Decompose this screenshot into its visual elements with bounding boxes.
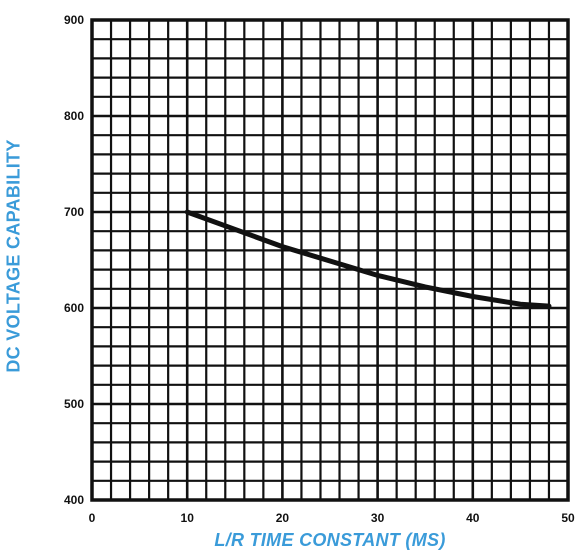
x-tick-label: 50 xyxy=(561,511,575,525)
y-tick-label: 800 xyxy=(64,109,84,123)
y-tick-label: 400 xyxy=(64,493,84,507)
plot-frame xyxy=(90,18,570,502)
y-tick-labels: 400 500 600 700 800 900 xyxy=(64,13,84,507)
y-axis-label: DC VOLTAGE CAPABILITY xyxy=(3,139,24,373)
y-tick-label: 600 xyxy=(64,301,84,315)
x-axis-label: L/R TIME CONSTANT (MS) xyxy=(214,530,446,550)
grid-lines xyxy=(92,20,568,500)
y-tick-label: 500 xyxy=(64,397,84,411)
x-tick-labels: 0 10 20 30 40 50 xyxy=(89,511,575,525)
x-tick-label: 20 xyxy=(276,511,290,525)
series-group xyxy=(184,209,552,309)
x-tick-label: 0 xyxy=(89,511,96,525)
x-tick-label: 30 xyxy=(371,511,385,525)
x-tick-label: 10 xyxy=(181,511,195,525)
y-tick-label: 900 xyxy=(64,13,84,27)
plot-border xyxy=(90,18,570,502)
y-tick-label: 700 xyxy=(64,205,84,219)
x-tick-label: 40 xyxy=(466,511,480,525)
series-line xyxy=(184,209,552,309)
